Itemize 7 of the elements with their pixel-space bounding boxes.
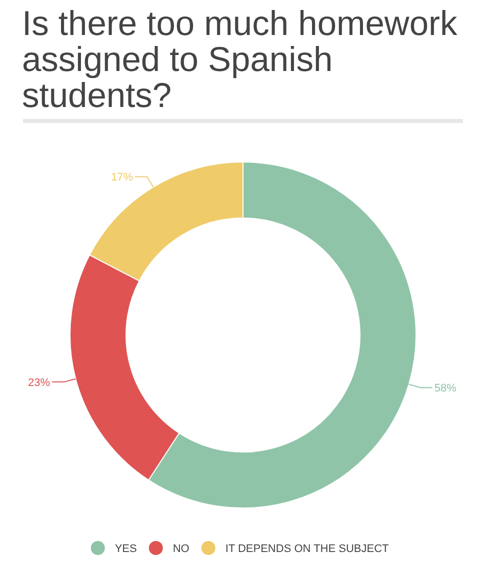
data-label: 17% xyxy=(111,172,134,184)
data-label: 23% xyxy=(28,376,50,389)
legend-label: NO xyxy=(172,542,190,555)
chart-title: Is there too much homework assigned to Spanish students? xyxy=(22,5,458,115)
legend-label: YES xyxy=(114,542,137,555)
legend-label: IT DEPENDS ON THE SUBJECT xyxy=(225,542,390,555)
data-label: 58% xyxy=(434,382,457,394)
